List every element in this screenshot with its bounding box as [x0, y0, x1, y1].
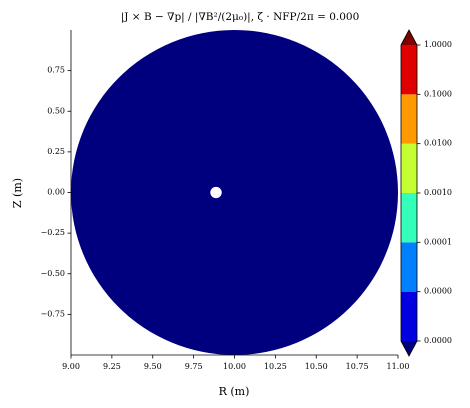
- x-axis-label: R (m): [219, 385, 250, 398]
- y-tick-label: −0.75: [40, 309, 65, 318]
- x-tick-label: 9.75: [185, 362, 203, 371]
- x-tick-label: 10.50: [305, 362, 328, 371]
- colorbar-tick-label: 0.0000: [424, 336, 452, 345]
- colorbar-segment: [401, 143, 417, 193]
- colorbar-tick-label: 1.0000: [424, 40, 452, 49]
- x-tick-label: 10.00: [223, 362, 246, 371]
- colorbar-tick-label: 0.1000: [424, 89, 452, 98]
- contour-region: [71, 30, 398, 355]
- y-tick-label: −0.25: [40, 228, 65, 237]
- colorbar-tick-label: 0.0100: [424, 139, 452, 148]
- y-tick-label: 0.00: [47, 188, 65, 197]
- colorbar-segment: [401, 45, 417, 95]
- contour-region: [210, 186, 222, 199]
- x-tick-label: 10.75: [346, 362, 369, 371]
- y-axis-label: Z (m): [11, 178, 24, 208]
- x-tick-label: 9.25: [103, 362, 121, 371]
- x-tick-label: 10.25: [264, 362, 287, 371]
- x-tick-label: 9.00: [62, 362, 80, 371]
- y-tick-label: 0.25: [47, 147, 65, 156]
- x-tick-label: 9.50: [144, 362, 162, 371]
- colorbar-tick-label: 0.0000: [424, 287, 452, 296]
- colorbar-segment: [401, 242, 417, 292]
- y-tick-label: 0.75: [47, 66, 65, 75]
- chart-title: |J × B − ∇p| / |∇B²/(2μ₀)|, ζ · NFP/2π =…: [121, 11, 360, 24]
- y-tick-label: −0.50: [40, 269, 65, 278]
- colorbar-extend-min: [401, 341, 417, 356]
- colorbar-extend-max: [401, 30, 417, 45]
- y-tick-label: 0.50: [47, 106, 65, 115]
- colorbar-segment: [401, 291, 417, 341]
- colorbar-segment: [401, 193, 417, 243]
- x-tick-label: 11.00: [387, 362, 410, 371]
- colorbar-tick-label: 0.0001: [424, 237, 452, 246]
- colorbar-segment: [401, 94, 417, 144]
- colorbar-tick-label: 0.0010: [424, 188, 452, 197]
